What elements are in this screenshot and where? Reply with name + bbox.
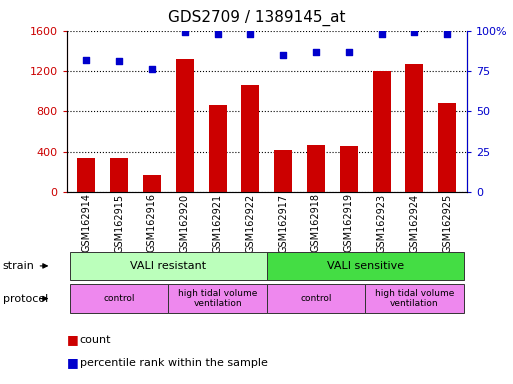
Bar [438,103,456,192]
Text: high tidal volume
ventilation: high tidal volume ventilation [178,289,257,308]
Bar [77,158,95,192]
Point [82,57,90,63]
Point [148,66,156,73]
Bar [110,158,128,192]
Bar [274,150,292,192]
Bar [307,145,325,192]
Text: VALI sensitive: VALI sensitive [327,261,404,271]
Text: VALI resistant: VALI resistant [130,261,206,271]
Text: control: control [300,294,332,303]
Point [345,49,353,55]
Bar [209,105,227,192]
Text: count: count [80,335,111,345]
Point [312,49,320,55]
Bar [176,59,194,192]
Point [181,29,189,35]
Point [443,31,451,37]
Bar [340,146,358,192]
Bar [143,175,161,192]
Text: protocol: protocol [3,293,48,304]
Point [246,31,254,37]
Text: strain: strain [3,261,34,271]
Text: ■: ■ [67,333,78,346]
Point [279,52,287,58]
Text: control: control [104,294,135,303]
Text: ■: ■ [67,356,78,369]
Point [378,31,386,37]
Bar [372,71,390,192]
Text: GDS2709 / 1389145_at: GDS2709 / 1389145_at [168,10,345,26]
Point [115,58,123,65]
Point [213,31,222,37]
Bar [405,64,423,192]
Text: high tidal volume
ventilation: high tidal volume ventilation [374,289,454,308]
Text: percentile rank within the sample: percentile rank within the sample [80,358,267,368]
Bar [241,85,260,192]
Point [410,29,419,35]
